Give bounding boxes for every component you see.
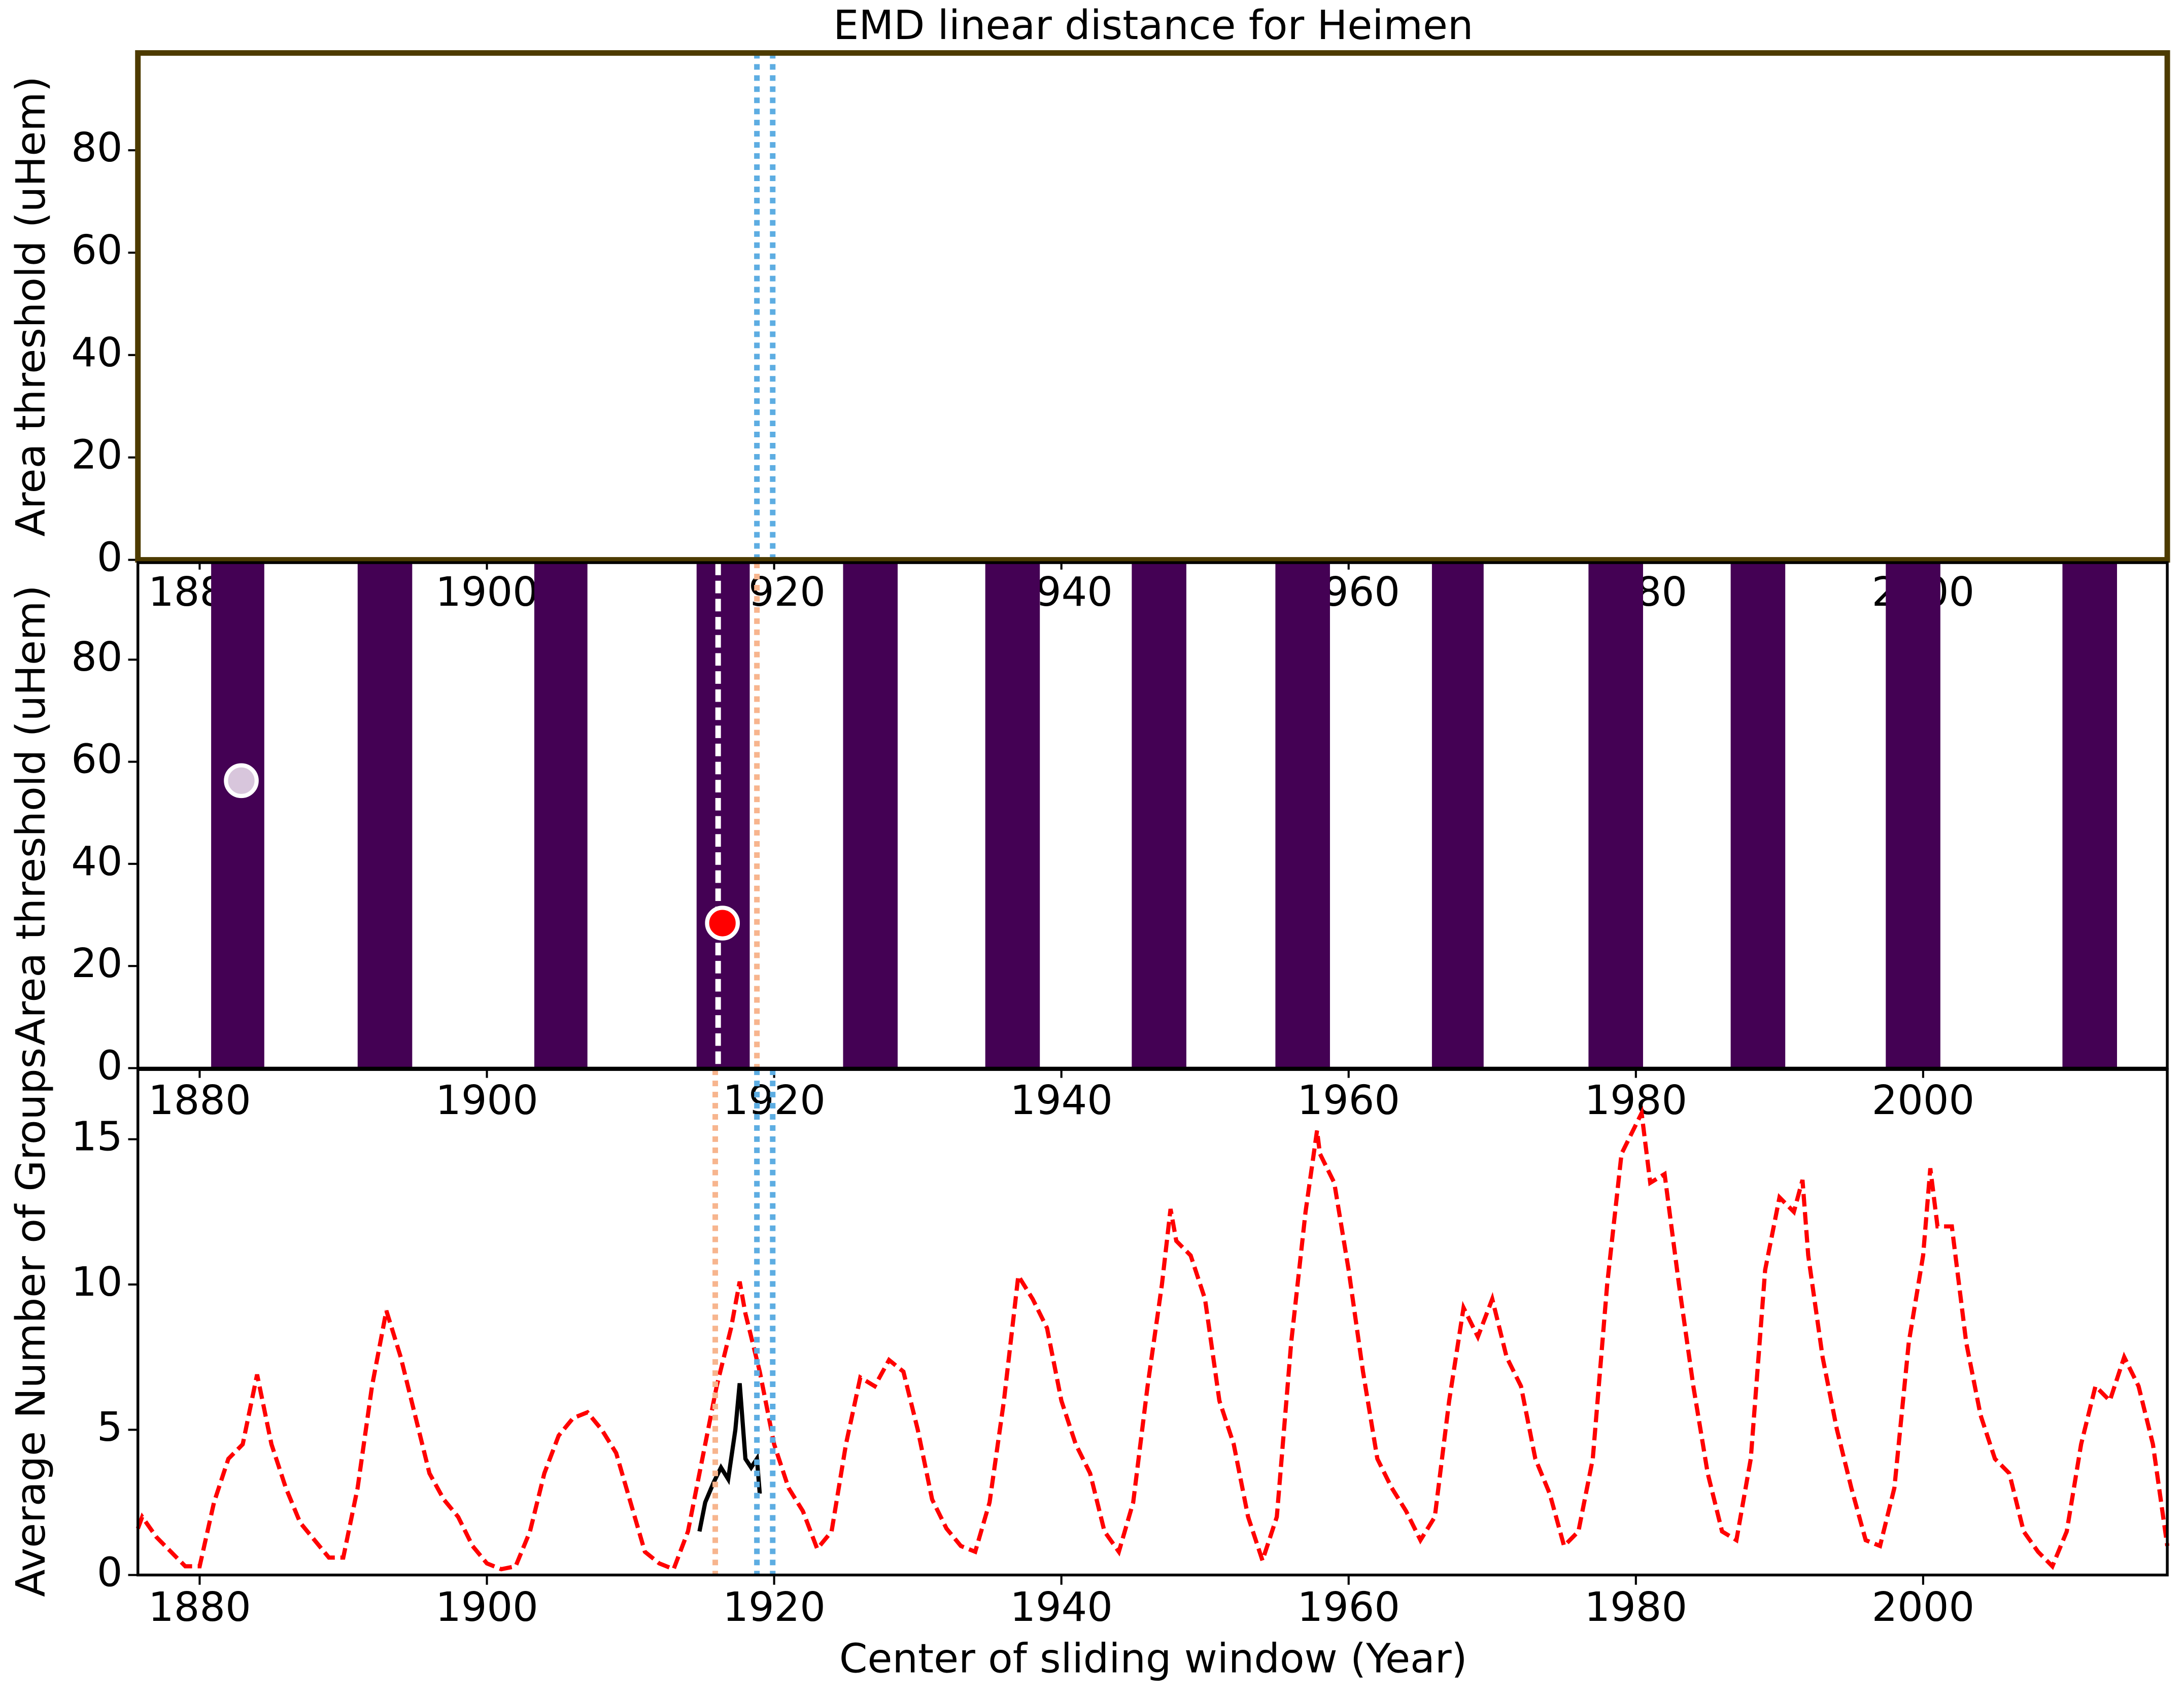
y-tick-label: 0 bbox=[97, 1549, 123, 1596]
x-tick-label: 1940 bbox=[1010, 1583, 1113, 1631]
line bbox=[697, 1383, 762, 1532]
line bbox=[135, 1105, 2170, 1572]
band bbox=[843, 563, 898, 1068]
x-tick-label: 1900 bbox=[435, 1583, 538, 1631]
y-axis-label: Area threshold (uHem) bbox=[7, 76, 54, 537]
x-tick-label: 1940 bbox=[1010, 1077, 1113, 1124]
y-tick-label: 80 bbox=[71, 633, 122, 680]
x-tick-label: 1880 bbox=[148, 1583, 251, 1631]
y-axis-label: Area threshold (uHem) bbox=[7, 585, 54, 1046]
band bbox=[1588, 563, 1643, 1068]
y-tick-label: 60 bbox=[71, 736, 122, 783]
x-tick-label: 1960 bbox=[1297, 1583, 1400, 1631]
band bbox=[1886, 563, 1940, 1068]
y-tick-label: 60 bbox=[71, 226, 122, 273]
band bbox=[1730, 563, 1786, 1068]
y-axis-label: Average Number of Groups bbox=[7, 1048, 54, 1597]
y-tick-label: 80 bbox=[71, 124, 122, 171]
x-tick-label: 1980 bbox=[1585, 1077, 1688, 1124]
frame bbox=[136, 1068, 2169, 1577]
band bbox=[2062, 563, 2117, 1068]
y-tick-label: 5 bbox=[97, 1403, 123, 1450]
band bbox=[534, 563, 588, 1068]
y-tick-label: 15 bbox=[71, 1113, 122, 1160]
band bbox=[1431, 563, 1484, 1068]
y-tick-label: 20 bbox=[71, 431, 122, 478]
x-tick-label: 2000 bbox=[1872, 1077, 1975, 1124]
x-tick-label: 1920 bbox=[723, 1583, 826, 1631]
band bbox=[357, 563, 413, 1068]
band bbox=[211, 563, 264, 1068]
x-tick-label: 1980 bbox=[1585, 1583, 1688, 1631]
x-tick-label: 1900 bbox=[435, 1077, 538, 1124]
x-tick-label: 1880 bbox=[148, 1077, 251, 1124]
band bbox=[696, 563, 750, 1068]
frame bbox=[135, 50, 2170, 563]
x-axis-label: Center of sliding window (Year) bbox=[839, 1635, 1468, 1682]
y-tick-label: 10 bbox=[71, 1258, 122, 1305]
y-tick-label: 40 bbox=[71, 838, 122, 885]
band bbox=[1275, 563, 1330, 1068]
y-tick-label: 20 bbox=[71, 940, 122, 987]
chart-title: EMD linear distance for Heimen bbox=[833, 2, 1473, 49]
x-tick-label: 1960 bbox=[1297, 1077, 1400, 1124]
y-tick-label: 0 bbox=[97, 534, 123, 581]
x-tick-label: 2000 bbox=[1872, 1583, 1975, 1631]
y-tick-label: 0 bbox=[97, 1042, 123, 1089]
y-tick-label: 40 bbox=[71, 329, 122, 376]
point bbox=[705, 906, 740, 941]
point bbox=[224, 763, 259, 799]
band bbox=[1132, 563, 1186, 1068]
x-tick-label: 1900 bbox=[435, 568, 538, 615]
band bbox=[985, 563, 1040, 1068]
